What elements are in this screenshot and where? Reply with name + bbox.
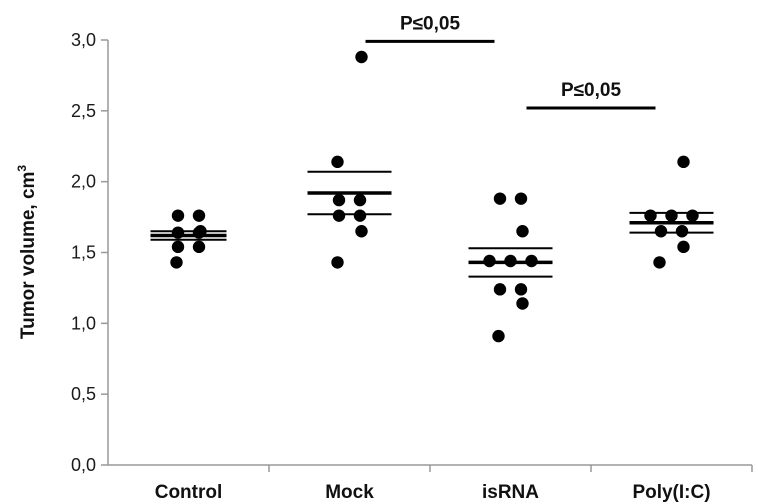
data-point xyxy=(171,209,185,222)
y-axis-title-superscript: 3 xyxy=(15,165,29,172)
data-point xyxy=(331,256,344,269)
data-point xyxy=(332,193,346,207)
y-tick-label: 2,5 xyxy=(71,101,96,121)
y-axis-title: Tumor volume, cm3 xyxy=(15,165,39,340)
data-point xyxy=(192,240,206,254)
x-category-label: Control xyxy=(155,482,223,503)
data-point xyxy=(492,329,505,343)
x-category-label: isRNA xyxy=(482,482,539,503)
data-point xyxy=(353,193,367,207)
significance-label: P≤0,05 xyxy=(400,13,461,34)
data-point xyxy=(504,254,517,268)
mean-error-bars xyxy=(150,170,714,278)
data-point xyxy=(493,192,507,205)
y-tick-label: 1,5 xyxy=(71,243,96,263)
data-point xyxy=(493,283,507,296)
y-tick-label: 0,0 xyxy=(71,455,96,475)
significance-brackets: P≤0,05 P≤0,05 xyxy=(365,13,656,110)
data-point xyxy=(686,209,699,222)
y-ticks: 0,0 0,5 1,0 1,5 2,0 2,5 3,0 xyxy=(71,30,108,475)
data-point xyxy=(516,225,529,238)
data-point xyxy=(654,225,668,238)
data-point xyxy=(653,256,666,269)
significance-label: P≤0,05 xyxy=(561,80,622,101)
x-categories: Control Mock isRNA Poly(I:C) xyxy=(155,465,753,503)
y-tick-label: 1,0 xyxy=(71,313,96,333)
data-point xyxy=(665,209,678,222)
data-point xyxy=(644,209,657,222)
y-tick-label: 2,0 xyxy=(71,172,96,192)
data-point xyxy=(170,256,183,269)
data-point xyxy=(353,209,367,222)
x-category-label: Poly(I:C) xyxy=(632,482,710,503)
data-point xyxy=(483,254,496,268)
data-point xyxy=(355,50,368,64)
data-point xyxy=(677,155,690,169)
y-axis-title-text: Tumor volume, cm xyxy=(18,172,39,340)
data-point xyxy=(192,226,206,239)
data-point xyxy=(332,209,346,222)
data-point xyxy=(514,192,528,205)
data-point xyxy=(331,155,344,169)
data-point xyxy=(192,209,206,222)
axes xyxy=(107,40,752,466)
y-tick-label: 3,0 xyxy=(71,30,96,50)
y-tick-label: 0,5 xyxy=(71,384,96,404)
data-point xyxy=(675,225,689,238)
data-point xyxy=(355,225,368,238)
data-point xyxy=(677,240,690,254)
data-point xyxy=(516,297,529,310)
data-point xyxy=(171,226,185,239)
x-category-label: Mock xyxy=(325,482,374,503)
data-point xyxy=(514,283,528,296)
data-point xyxy=(171,240,185,254)
data-point xyxy=(525,254,538,268)
data-points xyxy=(170,50,699,343)
